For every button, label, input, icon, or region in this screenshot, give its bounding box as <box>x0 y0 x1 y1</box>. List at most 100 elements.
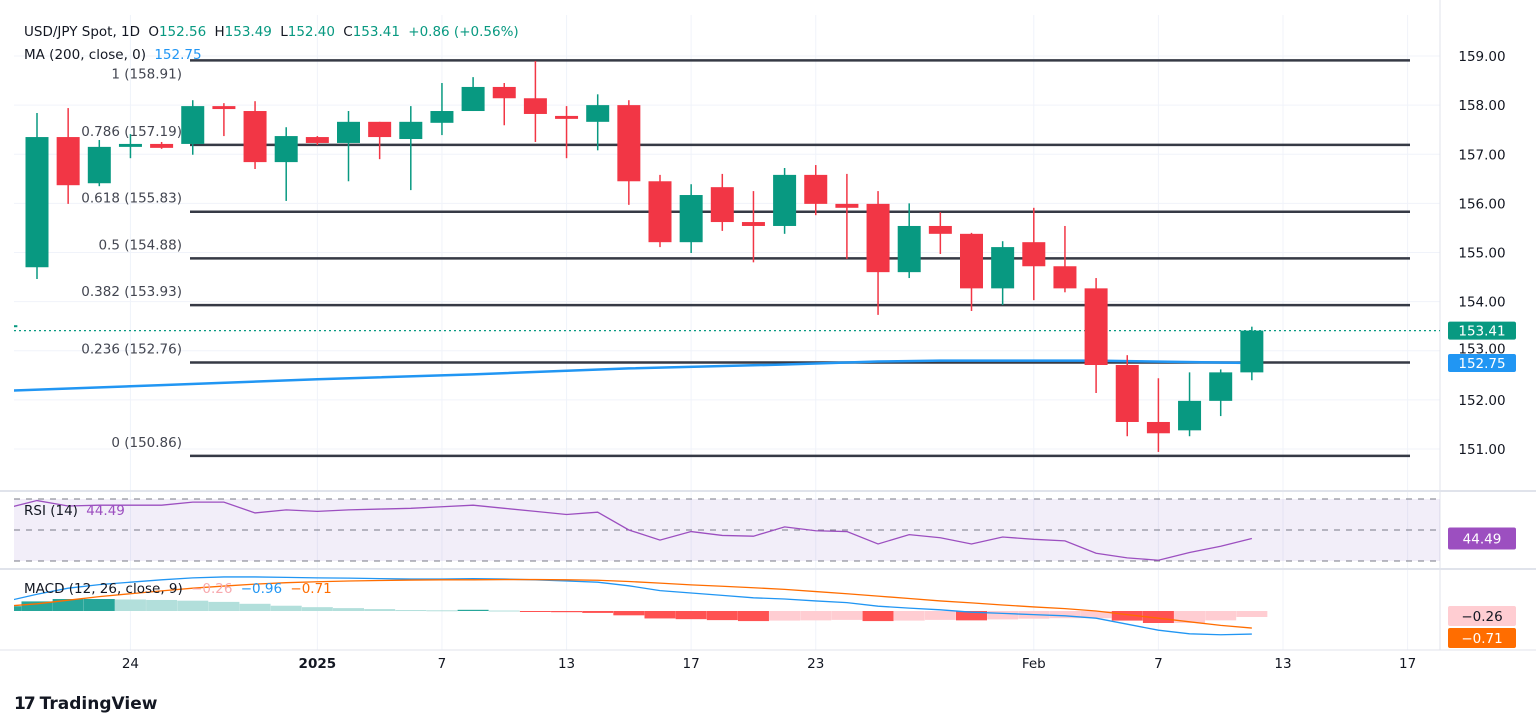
fib-level-label: 0 (150.86) <box>111 435 182 451</box>
change-value: +0.86 (+0.56%) <box>408 24 519 40</box>
open-value: 152.56 <box>158 24 207 40</box>
macd-signal-badge-text: −0.71 <box>1461 631 1502 647</box>
macd-histogram-bar <box>956 611 987 621</box>
candle-body <box>1146 421 1170 434</box>
x-tick-label: 7 <box>438 656 447 672</box>
macd-histogram-bar <box>924 611 956 620</box>
candle-body <box>181 106 205 144</box>
macd-histogram-bar <box>488 610 520 612</box>
last-price-badge <box>1448 321 1516 340</box>
macd-histogram-bar <box>862 611 894 622</box>
low-value: 152.40 <box>287 24 335 40</box>
candle-body <box>337 121 360 143</box>
macd-histogram-bar <box>1174 611 1206 623</box>
macd-histogram-bar <box>737 611 769 622</box>
y-tick-label: 154.00 <box>1458 295 1505 311</box>
macd-signal-badge <box>1448 628 1516 648</box>
candle-body <box>617 105 641 182</box>
macd-histogram-bar <box>270 605 302 611</box>
macd-histogram-bar <box>14 606 22 611</box>
candle-body <box>1240 330 1264 373</box>
macd-histogram-bar <box>644 611 676 619</box>
macd-line <box>14 576 1252 636</box>
candle-body <box>586 105 610 122</box>
candle-body <box>274 136 298 163</box>
ma-price-badge <box>1448 354 1516 373</box>
candle-body <box>25 137 49 268</box>
candle-body <box>399 121 423 140</box>
rsi-legend: RSI (14) 44.49 <box>24 503 129 519</box>
macd-histogram-bar <box>582 611 614 613</box>
candle-body <box>960 233 983 289</box>
macd-histogram-bar <box>239 603 271 611</box>
tradingview-logo-text: TradingView <box>39 694 158 714</box>
candle-body <box>835 203 859 208</box>
macd-histogram-bar <box>177 600 209 611</box>
high-value: 153.49 <box>224 24 272 40</box>
tradingview-logo-icon: 17 <box>14 694 36 714</box>
candle-body <box>1178 400 1202 431</box>
x-tick-label: 23 <box>807 656 824 672</box>
candle-body <box>87 146 111 184</box>
high-label: H <box>214 24 225 40</box>
candle-body <box>555 115 579 119</box>
macd-histogram-bar <box>364 609 396 611</box>
candle-body <box>305 137 329 143</box>
y-tick-label: 156.00 <box>1458 196 1505 212</box>
y-tick-label: 152.00 <box>1458 393 1505 409</box>
macd-histogram-bar <box>675 611 707 620</box>
macd-histogram-bar <box>769 611 801 621</box>
fib-level-label: 0.236 (152.76) <box>81 342 182 358</box>
macd-histogram-bar <box>893 611 925 621</box>
candle-body <box>118 143 142 147</box>
ma-price-badge-text: 152.75 <box>1458 356 1505 372</box>
macd-area <box>14 576 1268 636</box>
candle-body <box>56 137 80 186</box>
candle-body <box>648 181 672 243</box>
candle-body <box>1022 242 1046 267</box>
x-tick-label: Feb <box>1022 656 1046 672</box>
symbol-name: USD/JPY Spot, 1D <box>24 24 141 40</box>
fib-level-label: 0.5 (154.88) <box>98 237 182 253</box>
candle-body <box>710 187 734 223</box>
y-tick-label: 158.00 <box>1458 98 1505 114</box>
x-tick-label: 17 <box>1399 656 1416 672</box>
macd-hist-badge-text: −0.26 <box>1461 609 1502 625</box>
macd-signal-value: −0.71 <box>290 581 332 597</box>
macd-histogram-bar <box>1142 611 1174 623</box>
rsi-line <box>14 499 1253 561</box>
ma-value: 152.75 <box>154 47 202 63</box>
close-label: C <box>343 24 353 40</box>
candle-body <box>212 106 236 110</box>
y-tick-label: 157.00 <box>1458 147 1505 163</box>
open-label: O <box>148 24 159 40</box>
x-tick-label: 13 <box>558 656 575 672</box>
candle-body <box>897 225 921 273</box>
signal-line <box>14 578 1252 629</box>
macd-histogram-bar <box>551 611 583 613</box>
macd-histogram-bar <box>146 599 178 611</box>
macd-histogram-bar <box>301 607 333 611</box>
fib-level-label: 1 (158.91) <box>111 66 182 82</box>
candle-body <box>928 225 952 234</box>
close-value: 153.41 <box>352 24 400 40</box>
candle-body <box>773 174 797 226</box>
macd-histogram-bar <box>831 611 863 620</box>
ma200-line <box>14 359 1252 392</box>
rsi-badge-text: 44.49 <box>1463 532 1502 548</box>
macd-histogram-bar <box>395 610 427 612</box>
macd-histogram-bar <box>1236 611 1268 617</box>
candle-body <box>14 325 18 328</box>
macd-histogram-bar <box>333 608 364 611</box>
candle-body <box>430 111 454 123</box>
tradingview-logo[interactable]: 17 TradingView <box>14 694 157 714</box>
x-tick-label: 7 <box>1154 656 1163 672</box>
plot-area: 1 (158.91) 0.786 (157.19) 0.618 (155.83) 0.… <box>14 59 1440 458</box>
macd-label: MACD (12, 26, close, 9) <box>24 581 183 597</box>
x-tick-label: 2025 <box>299 656 337 672</box>
x-tick-label: 17 <box>683 656 700 672</box>
macd-histogram-bar <box>613 611 645 616</box>
fib-level-label: 0.382 (153.93) <box>81 284 182 300</box>
candle-body <box>523 98 547 114</box>
